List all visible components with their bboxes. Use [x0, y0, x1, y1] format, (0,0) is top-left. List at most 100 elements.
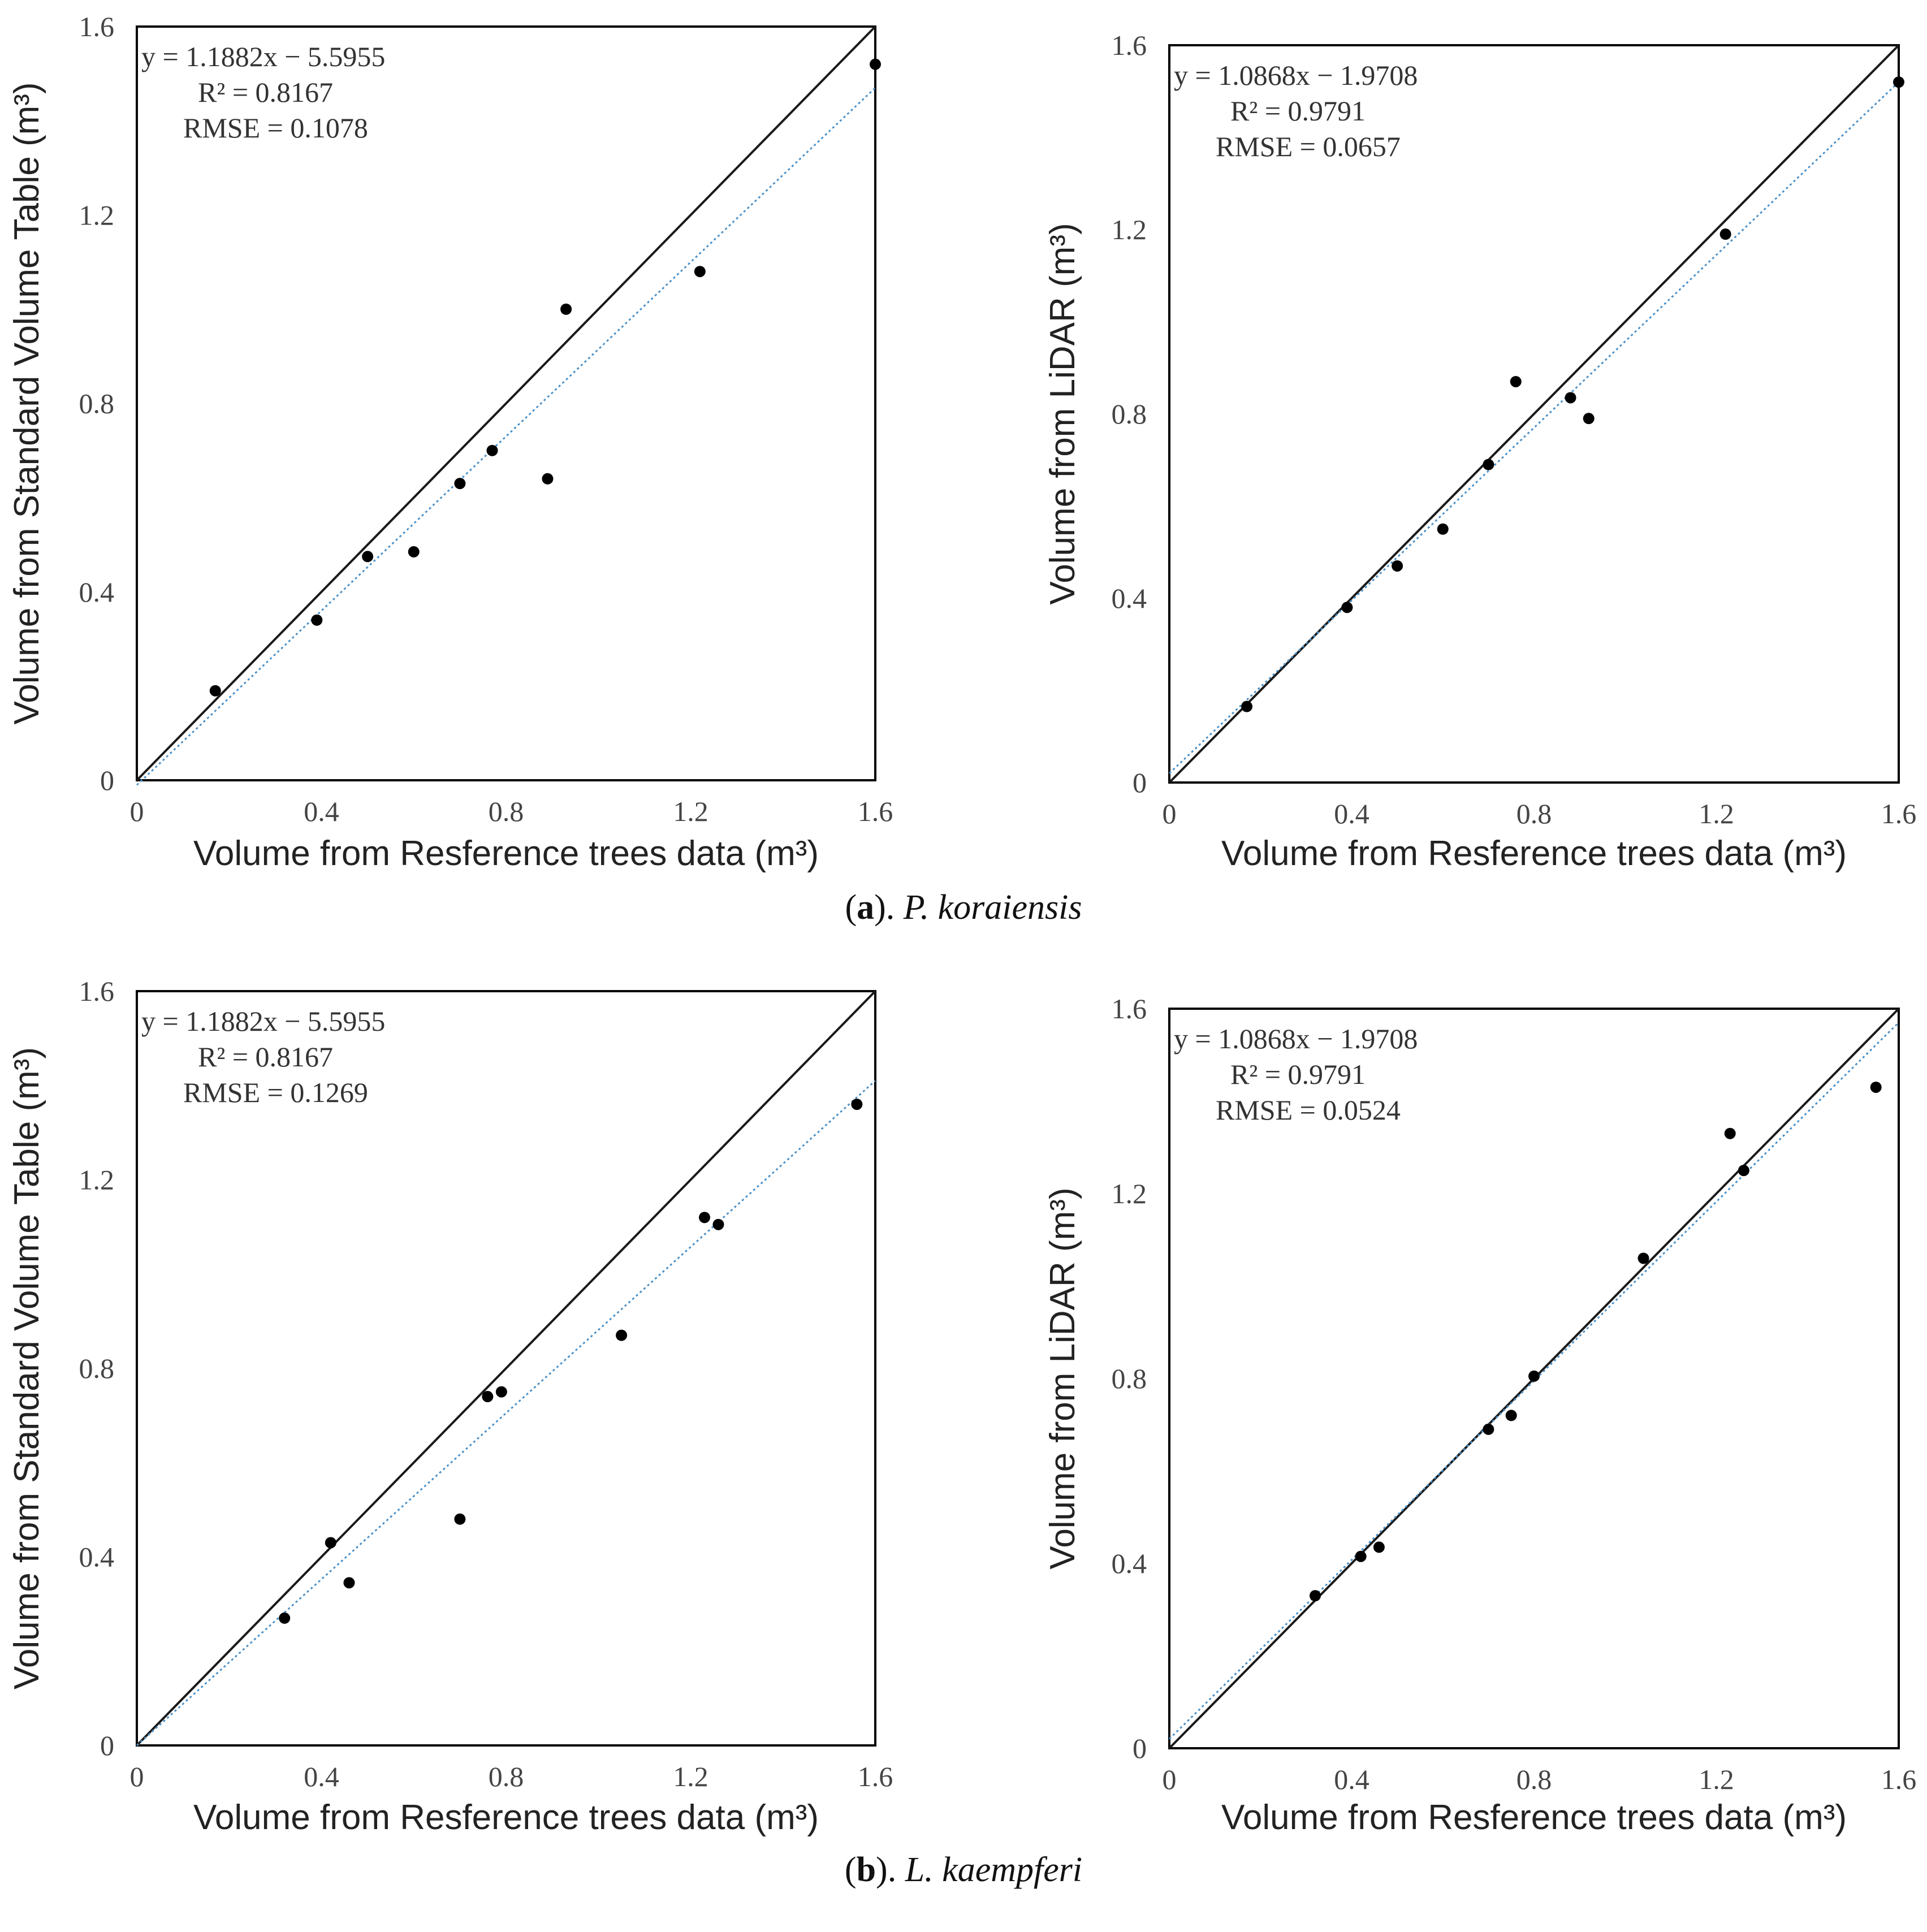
data-point — [698, 1212, 710, 1224]
caption-b-species: L. kaempferi — [905, 1851, 1083, 1889]
x-tick-label: 0 — [130, 1761, 144, 1792]
data-point — [279, 1612, 291, 1624]
x-tick-label: 1.6 — [858, 1761, 893, 1792]
data-point — [1341, 602, 1353, 613]
data-point — [495, 1386, 507, 1398]
y-axis-title: Volume from Standard Volume Table (m³) — [7, 1047, 46, 1689]
y-tick-label: 0.8 — [79, 1352, 115, 1384]
data-point — [1893, 76, 1904, 88]
identity-line — [1168, 44, 1900, 784]
regression-annotation: y = 1.1882x − 5.5955 — [141, 41, 385, 72]
caption-a-species: P. koraiensis — [903, 888, 1082, 927]
y-tick-label: 0.8 — [79, 388, 115, 420]
x-tick-label: 0.8 — [489, 1761, 524, 1792]
data-point — [616, 1329, 628, 1341]
data-point — [362, 551, 374, 563]
x-tick-label: 1.6 — [1881, 798, 1917, 829]
x-tick-label: 1.2 — [1699, 798, 1734, 829]
data-point — [343, 1577, 355, 1589]
trend-line — [1168, 81, 1900, 774]
chart-b-left: 0 0.4 0.8 1.2 1.6 0 0.4 0.8 1.2 1.6 Volume from Re… — [7, 975, 893, 1837]
data-point — [1724, 1127, 1736, 1139]
x-tick-label: 0.8 — [489, 796, 524, 827]
data-point — [560, 303, 572, 315]
x-axis-title: Volume from Resference trees data (m³) — [193, 1798, 819, 1837]
y-tick-label: 0 — [100, 764, 114, 796]
data-point — [1719, 228, 1731, 240]
plot-frame — [136, 990, 876, 1747]
data-point — [1738, 1165, 1749, 1177]
regression-annotation: y = 1.0868x − 1.9708 — [1174, 1023, 1418, 1054]
caption-a-letter: a — [857, 888, 875, 927]
caption-a: (a). P. koraiensis — [845, 888, 1082, 927]
data-point — [1510, 375, 1522, 387]
y-tick-label: 0 — [1133, 767, 1147, 798]
x-tick-label: 0.4 — [1334, 798, 1369, 829]
x-tick-label: 0.4 — [304, 796, 339, 827]
data-point — [851, 1099, 863, 1110]
regression-annotation: R² = 0.8167 — [198, 76, 333, 108]
y-tick-label: 1.6 — [1112, 29, 1147, 61]
data-point — [454, 478, 466, 490]
identity-line — [136, 990, 876, 1747]
y-tick-label: 0.4 — [1112, 582, 1147, 614]
data-point — [542, 473, 554, 485]
data-point — [1373, 1541, 1385, 1553]
data-point — [694, 266, 706, 278]
x-tick-label: 1.6 — [1881, 1764, 1917, 1795]
data-point — [1483, 459, 1494, 470]
data-point — [1528, 1370, 1540, 1382]
x-tick-label: 0.4 — [304, 1761, 339, 1792]
y-axis-title: Volume from LiDAR (m³) — [1043, 1187, 1082, 1569]
data-point — [482, 1391, 494, 1403]
caption-b-letter: b — [856, 1851, 876, 1889]
y-tick-label: 0.8 — [1112, 1363, 1147, 1394]
y-tick-label: 1.2 — [1112, 214, 1147, 245]
y-tick-label: 1.6 — [1112, 993, 1147, 1025]
data-point — [1392, 560, 1403, 572]
y-tick-label: 0.4 — [79, 576, 115, 608]
data-point — [1310, 1590, 1321, 1602]
x-tick-label: 1.2 — [673, 796, 708, 827]
data-point — [1355, 1550, 1367, 1562]
x-axis-title: Volume from Resference trees data (m³) — [193, 834, 819, 873]
y-tick-label: 0.4 — [1112, 1548, 1147, 1579]
x-tick-label: 0.4 — [1334, 1764, 1369, 1795]
plot-frame — [1168, 1008, 1900, 1749]
x-axis-title: Volume from Resference trees data (m³) — [1221, 1798, 1847, 1837]
data-point — [325, 1537, 336, 1549]
data-point — [1870, 1081, 1882, 1093]
data-point — [1437, 523, 1449, 535]
data-point — [870, 58, 881, 70]
data-point — [1565, 392, 1576, 404]
data-point — [1483, 1423, 1494, 1435]
x-tick-label: 1.2 — [1699, 1764, 1734, 1795]
data-point — [486, 444, 498, 456]
regression-annotation: R² = 0.9791 — [1230, 95, 1366, 127]
data-point — [1583, 413, 1595, 425]
chart-a-right: 0 0.4 0.8 1.2 1.6 0 0.4 0.8 1.2 1.6 Volume from Re… — [1043, 29, 1916, 873]
identity-line — [136, 25, 876, 781]
y-tick-label: 0 — [1133, 1732, 1147, 1764]
data-point — [454, 1513, 466, 1525]
data-point — [209, 685, 221, 697]
x-tick-label: 0 — [1163, 1764, 1177, 1795]
x-tick-label: 0.8 — [1516, 1764, 1552, 1795]
y-tick-label: 1.6 — [79, 975, 115, 1007]
x-axis-title: Volume from Resference trees data (m³) — [1221, 834, 1847, 873]
data-point — [1637, 1252, 1649, 1264]
plot-frame — [136, 25, 876, 781]
y-tick-label: 0.8 — [1112, 398, 1147, 430]
regression-annotation: y = 1.1882x − 5.5955 — [141, 1005, 385, 1037]
trend-line — [136, 1080, 876, 1747]
plot-frame — [1168, 44, 1900, 784]
y-tick-label: 0 — [100, 1730, 114, 1761]
x-tick-label: 1.6 — [858, 796, 893, 827]
y-tick-label: 1.2 — [79, 199, 115, 231]
y-tick-label: 1.2 — [79, 1164, 115, 1196]
y-tick-label: 1.2 — [1112, 1178, 1147, 1209]
data-point — [408, 546, 420, 557]
regression-annotation: y = 1.0868x − 1.9708 — [1174, 59, 1418, 91]
trend-line — [136, 87, 876, 786]
